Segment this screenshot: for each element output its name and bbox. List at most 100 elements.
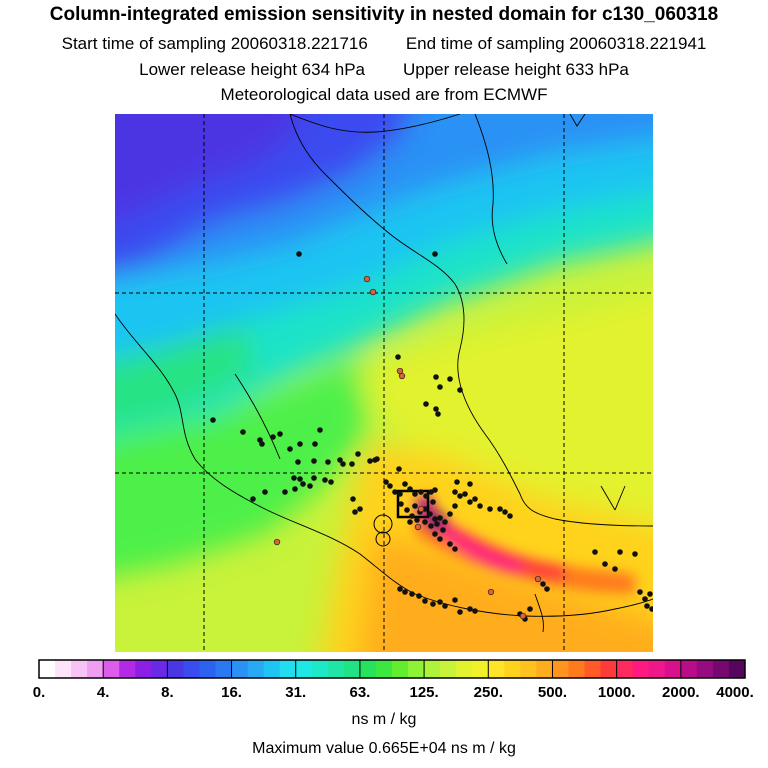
fire-point-highlight xyxy=(519,612,527,620)
fire-point-highlight xyxy=(487,588,495,596)
colorbar-segment xyxy=(632,660,650,678)
colorbar-segment xyxy=(135,660,152,678)
colorbar-segment xyxy=(728,660,746,678)
fire-point xyxy=(297,441,303,447)
coastlines xyxy=(115,114,653,633)
colorbar-segment xyxy=(71,660,88,678)
colorbar-segment xyxy=(327,660,345,678)
colorbar-segment xyxy=(279,660,297,678)
fire-point xyxy=(644,603,650,609)
fire-point xyxy=(452,546,458,552)
colorbar-segment xyxy=(504,660,521,678)
fire-point xyxy=(527,606,533,612)
fire-point xyxy=(404,507,410,513)
fire-point xyxy=(422,519,428,525)
colorbar-segment xyxy=(39,660,56,678)
lat-lon-grid xyxy=(115,114,653,652)
fire-point xyxy=(317,427,323,433)
fire-point xyxy=(457,493,463,499)
fire-point xyxy=(462,491,468,497)
fire-point xyxy=(437,599,443,605)
colorbar-segment xyxy=(295,660,313,678)
fire-point-highlight xyxy=(417,505,425,513)
fire-point xyxy=(311,458,317,464)
fire-point xyxy=(467,606,473,612)
colorbar xyxy=(38,659,746,679)
map-canvas xyxy=(115,114,653,652)
fire-point xyxy=(423,401,429,407)
fire-point xyxy=(414,517,420,523)
fire-point xyxy=(502,509,508,515)
colorbar-segment xyxy=(616,660,634,678)
colorbar-segment xyxy=(392,660,409,678)
colorbar-units: ns m / kg xyxy=(351,711,417,728)
fire-point-highlight xyxy=(414,523,422,531)
fire-point xyxy=(392,489,398,495)
colorbar-segment xyxy=(167,660,184,678)
fire-point xyxy=(507,513,513,519)
colorbar-segment xyxy=(55,660,72,678)
colorbar-segment xyxy=(440,660,457,678)
emission-sensitivity-map xyxy=(115,114,653,652)
fire-point xyxy=(307,483,313,489)
fire-point xyxy=(437,536,443,542)
colorbar-segment xyxy=(87,660,104,678)
fire-point xyxy=(432,516,438,522)
fire-point xyxy=(328,479,334,485)
fire-point xyxy=(240,429,246,435)
fire-point xyxy=(262,489,268,495)
fire-point xyxy=(355,451,361,457)
fire-point xyxy=(602,561,608,567)
colorbar-tick-label: 125. xyxy=(409,684,439,701)
marker-circle xyxy=(375,531,391,547)
fire-point xyxy=(397,491,403,497)
fire-point xyxy=(367,458,373,464)
fire-point xyxy=(340,461,346,467)
colorbar-segment xyxy=(343,660,361,678)
met-data-label: Meteorological data used are from ECMWF xyxy=(220,85,548,104)
fire-point xyxy=(296,251,302,257)
fire-point xyxy=(383,479,389,485)
colorbar-segment xyxy=(488,660,505,678)
colorbar-border xyxy=(38,659,746,679)
fire-point xyxy=(432,487,438,493)
fire-point xyxy=(412,491,418,497)
fire-point xyxy=(434,521,440,527)
fire-point xyxy=(295,459,301,465)
fire-point xyxy=(428,523,434,529)
fire-point xyxy=(412,503,418,509)
colorbar-tick-label: 31. xyxy=(285,684,307,701)
fire-point xyxy=(325,459,331,465)
fire-point xyxy=(647,591,653,597)
fire-point xyxy=(432,251,438,257)
marker-circle xyxy=(373,514,393,534)
fire-point xyxy=(430,601,436,607)
fire-point xyxy=(433,374,439,380)
fire-point xyxy=(416,593,422,599)
upper-release-label: Upper release height 633 hPa xyxy=(403,60,629,79)
fire-point xyxy=(337,457,343,463)
fire-point xyxy=(447,541,453,547)
fire-point xyxy=(452,503,458,509)
fire-point xyxy=(440,527,446,533)
fire-point xyxy=(277,431,283,437)
colorbar-segment xyxy=(103,660,120,678)
fire-point xyxy=(487,506,493,512)
colorbar-segment xyxy=(215,660,233,678)
fire-point xyxy=(452,489,458,495)
fire-point xyxy=(387,483,393,489)
colorbar-segment xyxy=(424,660,441,678)
colorbar-segment xyxy=(536,660,553,678)
fire-point xyxy=(447,376,453,382)
colorbar-tick-label: 4000. xyxy=(716,684,754,701)
end-time-label: End time of sampling 20060318.221941 xyxy=(405,34,707,53)
colorbar-segment xyxy=(247,660,265,678)
fire-point xyxy=(282,489,288,495)
fire-point xyxy=(457,387,463,393)
fire-point xyxy=(409,591,415,597)
fire-point xyxy=(454,479,460,485)
fire-point xyxy=(467,499,473,505)
fire-point xyxy=(407,486,413,492)
fire-point xyxy=(396,466,402,472)
fire-point xyxy=(452,597,458,603)
